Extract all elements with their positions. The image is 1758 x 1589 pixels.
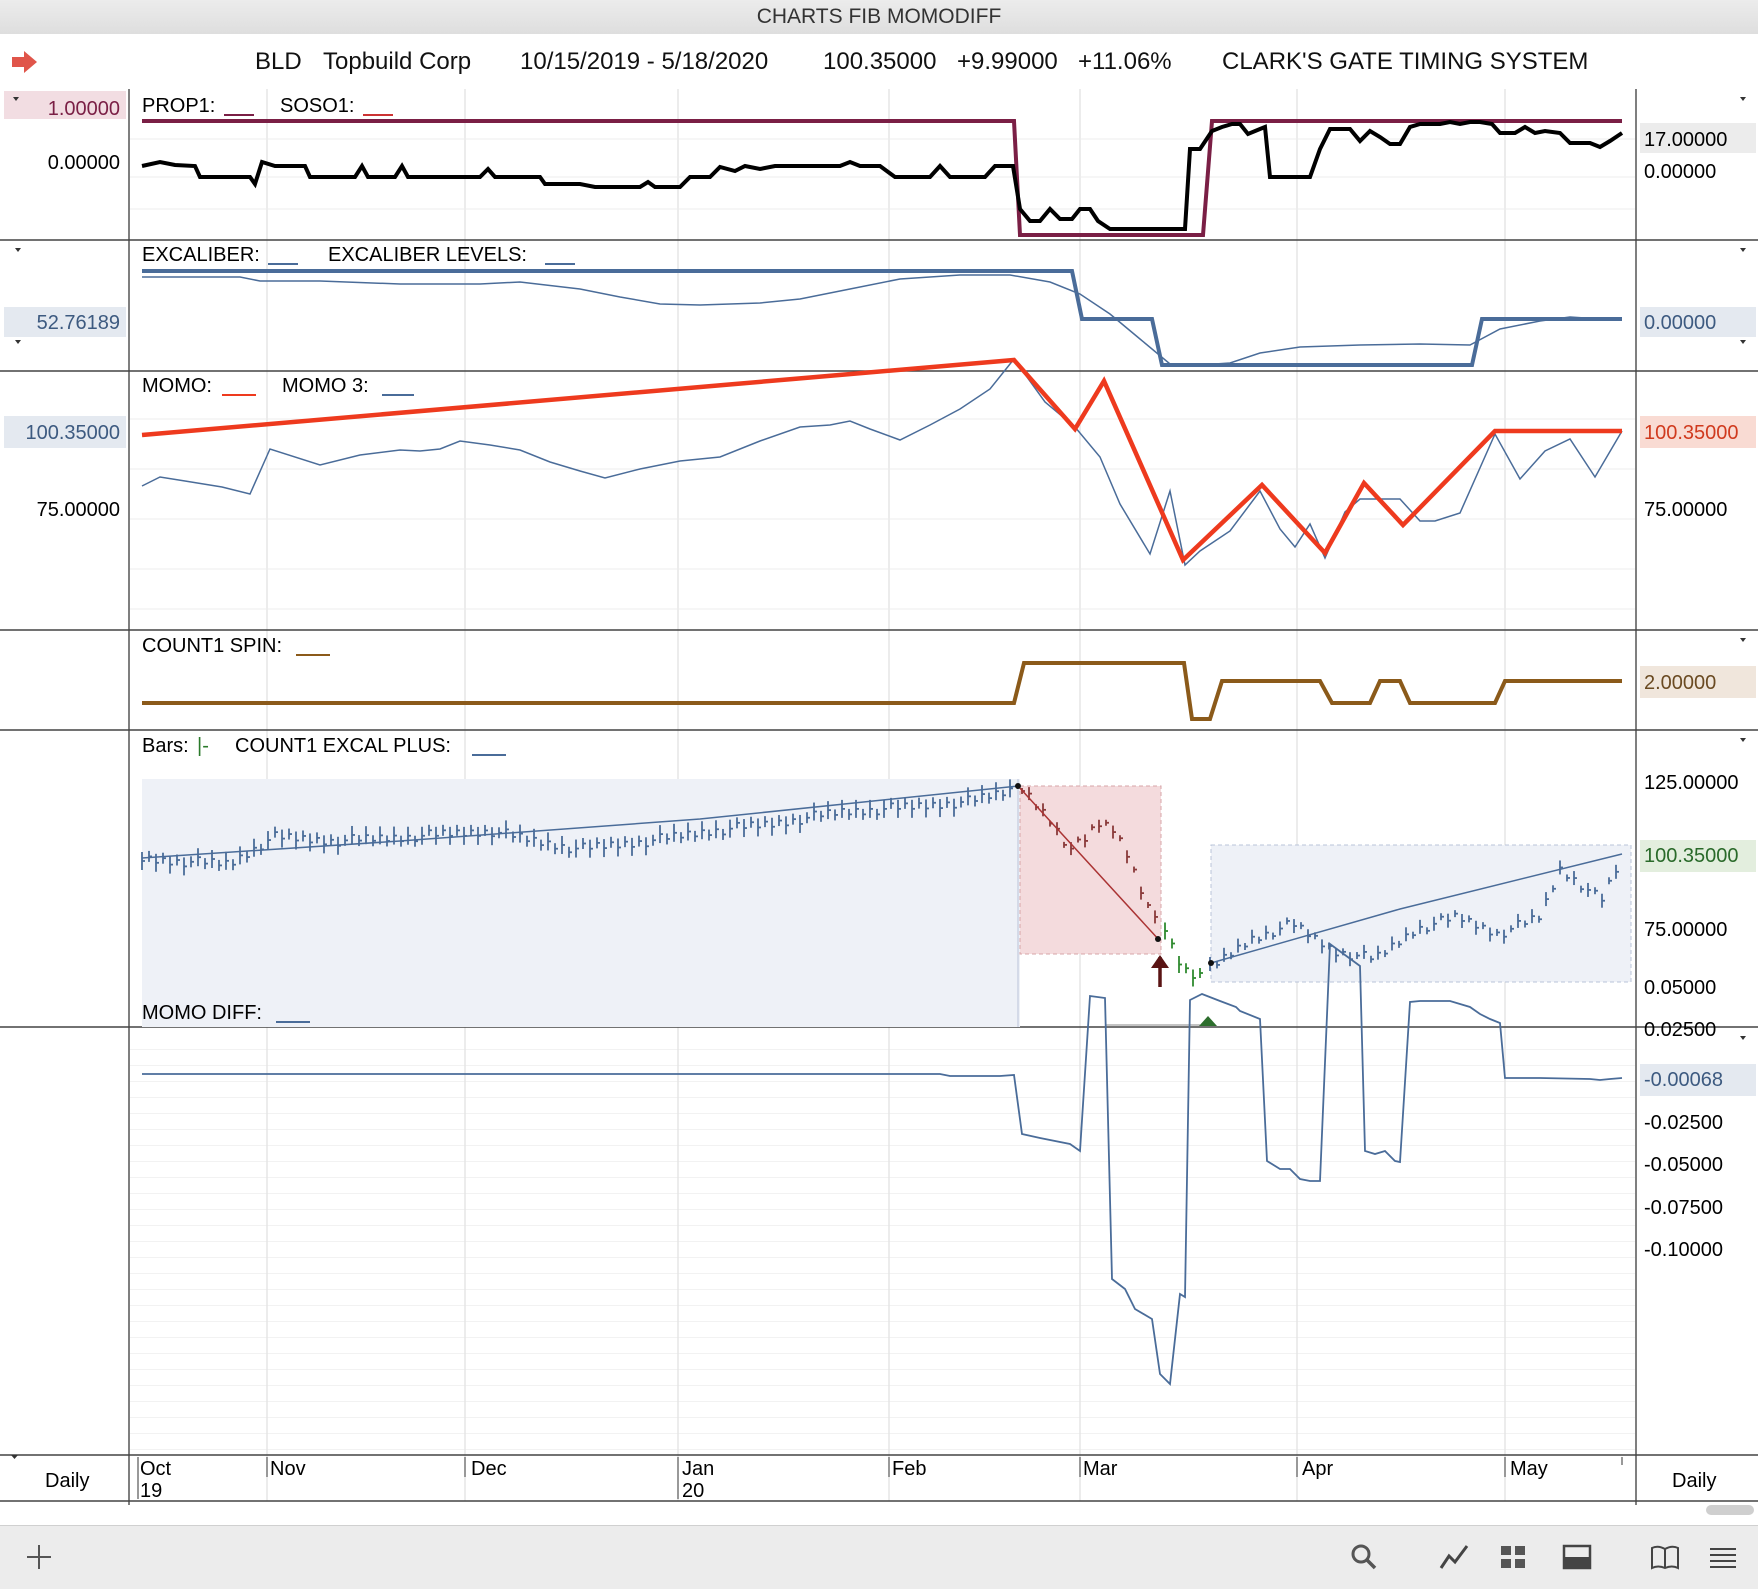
momo-right-tag: 100.35000 [1644,422,1739,444]
price-change-percent: +11.06% [1078,48,1172,75]
horizontal-scrollbar[interactable] [1706,1505,1754,1515]
triangle-marker-icon [1199,1016,1217,1026]
diff-tick-3: -0.02500 [1644,1112,1723,1134]
excaliber-right-tag: 0.00000 [1644,312,1716,334]
company-name: Topbuild Corp [323,48,472,75]
diff-tick-4: -0.05000 [1644,1154,1723,1176]
symbol: BLD [255,48,302,75]
price-change: +9.99000 [957,48,1058,75]
month-nov: Nov [270,1458,306,1480]
diff-tick-6: -0.10000 [1644,1239,1723,1261]
year-19: 19 [140,1480,162,1502]
month-feb: Feb [892,1458,926,1480]
momo-panel: MOMO: MOMO 3: 100.35000 75.00000 100.350… [4,340,1756,610]
search-icon[interactable] [1347,1540,1381,1574]
count-spin-panel: COUNT1 SPIN: 2.00000 [142,635,1756,721]
prop-right-zero: 0.00000 [1644,161,1716,183]
prop-left-tag: 1.00000 [48,98,120,120]
excaliber-levels-line [142,269,1622,367]
prop-panel: PROP1: SOSO1: 1.00000 0.00000 17.00000 0… [4,91,1756,237]
diff-tick-2: 0.02500 [1644,1019,1716,1041]
bars-label-marks: |- [197,735,209,757]
month-mar: Mar [1083,1458,1118,1480]
momo3-line [141,357,1623,567]
excaliber-levels-label: EXCALIBER LEVELS: [328,244,527,266]
month-dec: Dec [471,1458,507,1480]
book-icon[interactable] [1648,1540,1682,1574]
chart-area[interactable]: PROP1: SOSO1: 1.00000 0.00000 17.00000 0… [0,89,1758,1519]
momo-right-75: 75.00000 [1644,499,1727,521]
regression-line-2 [1210,853,1623,964]
diff-tick-5: -0.07500 [1644,1197,1723,1219]
momo-left-tag: 100.35000 [25,422,120,444]
grid-icon[interactable] [1496,1540,1530,1574]
up-arrow-icon [1151,955,1169,987]
soso-label: SOSO1: [280,95,354,117]
header-bar: BLD Topbuild Corp 10/15/2019 - 5/18/2020… [0,34,1758,89]
month-jan: Jan [682,1458,714,1480]
excaliber-line [142,274,1622,366]
count-spin-right-tag: 2.00000 [1644,672,1716,694]
diff-right-tag: -0.00068 [1644,1069,1723,1091]
window-title: CHARTS FIB MOMODIFF [0,0,1758,35]
momo-left-75: 75.00000 [37,499,120,521]
period-left[interactable]: Daily [45,1470,89,1492]
month-oct: Oct [140,1458,172,1480]
bars-right-tag: 100.35000 [1644,845,1739,867]
excaliber-label: EXCALIBER: [142,244,260,266]
date-range: 10/15/2019 - 5/18/2020 [520,48,769,75]
bars-right-125: 125.00000 [1644,772,1739,794]
prop-label: PROP1: [142,95,215,117]
year-20: 20 [682,1480,704,1502]
excaliber-panel: EXCALIBER: EXCALIBER LEVELS: 52.76189 0.… [4,244,1756,367]
count-spin-line [142,661,1622,721]
period-right[interactable]: Daily [1672,1470,1716,1492]
prop1-line [142,119,1622,237]
diff-tick-1: 0.05000 [1644,977,1716,999]
prop-left-zero: 0.00000 [48,152,120,174]
month-may: May [1510,1458,1548,1480]
chart-line-icon[interactable] [1437,1540,1471,1574]
bars-panel: Bars: |- COUNT1 EXCAL PLUS: 125.00000 10… [141,735,1756,1027]
menu-icon[interactable] [1706,1540,1740,1574]
plus-icon[interactable] [22,1540,56,1574]
count-excal-plus-label: COUNT1 EXCAL PLUS: [235,735,451,757]
regression-line-1 [141,785,1019,859]
count-spin-label: COUNT1 SPIN: [142,635,282,657]
system-name: CLARK'S GATE TIMING SYSTEM [1222,48,1589,75]
last-price: 100.35000 [823,48,937,75]
bars-label: Bars: [142,735,189,757]
soso1-line [141,119,1624,231]
panel-icon[interactable] [1560,1540,1594,1574]
bars-right-75: 75.00000 [1644,919,1727,941]
momo-label: MOMO: [142,375,212,397]
bottom-toolbar [0,1525,1758,1589]
prop-right-tag: 17.00000 [1644,129,1727,151]
excaliber-left-tag: 52.76189 [37,312,120,334]
red-arrow-icon[interactable] [10,50,38,74]
regression-line-down [1017,785,1161,942]
momo-diff-panel: MOMO DIFF: 0.05000 0.02500 -0.00068 -0.0… [130,942,1756,1453]
momo-diff-line [142,942,1623,1386]
time-axis: Daily Daily Oct Nov Dec Jan Feb Mar Apr … [11,1455,1716,1502]
momo3-label: MOMO 3: [282,375,369,397]
momo-line [141,357,1622,564]
momo-diff-label: MOMO DIFF: [142,1002,262,1024]
month-apr: Apr [1302,1458,1333,1480]
